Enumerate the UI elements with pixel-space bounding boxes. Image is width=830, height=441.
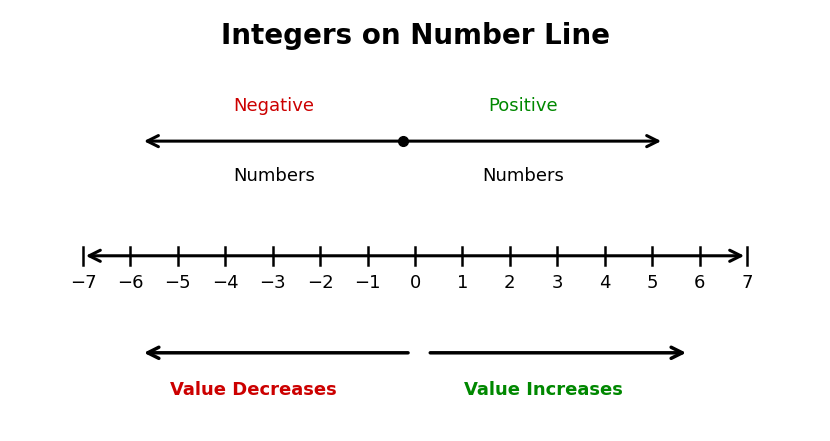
Text: Value Increases: Value Increases: [464, 381, 623, 400]
Text: 1: 1: [457, 274, 468, 292]
Text: 4: 4: [599, 274, 610, 292]
Text: Numbers: Numbers: [233, 168, 315, 185]
Text: 7: 7: [741, 274, 753, 292]
Text: −5: −5: [164, 274, 191, 292]
Text: 0: 0: [409, 274, 421, 292]
Text: Positive: Positive: [488, 97, 558, 115]
Text: −7: −7: [70, 274, 96, 292]
Text: 5: 5: [647, 274, 658, 292]
Text: Value Decreases: Value Decreases: [170, 381, 336, 400]
Text: −2: −2: [307, 274, 334, 292]
Text: Numbers: Numbers: [482, 168, 564, 185]
Text: Negative: Negative: [233, 97, 315, 115]
Text: Integers on Number Line: Integers on Number Line: [221, 22, 609, 50]
Text: −6: −6: [117, 274, 144, 292]
Text: 3: 3: [552, 274, 563, 292]
Text: 2: 2: [504, 274, 515, 292]
Text: −1: −1: [354, 274, 381, 292]
Text: 6: 6: [694, 274, 706, 292]
Text: −4: −4: [212, 274, 238, 292]
Text: −3: −3: [260, 274, 286, 292]
